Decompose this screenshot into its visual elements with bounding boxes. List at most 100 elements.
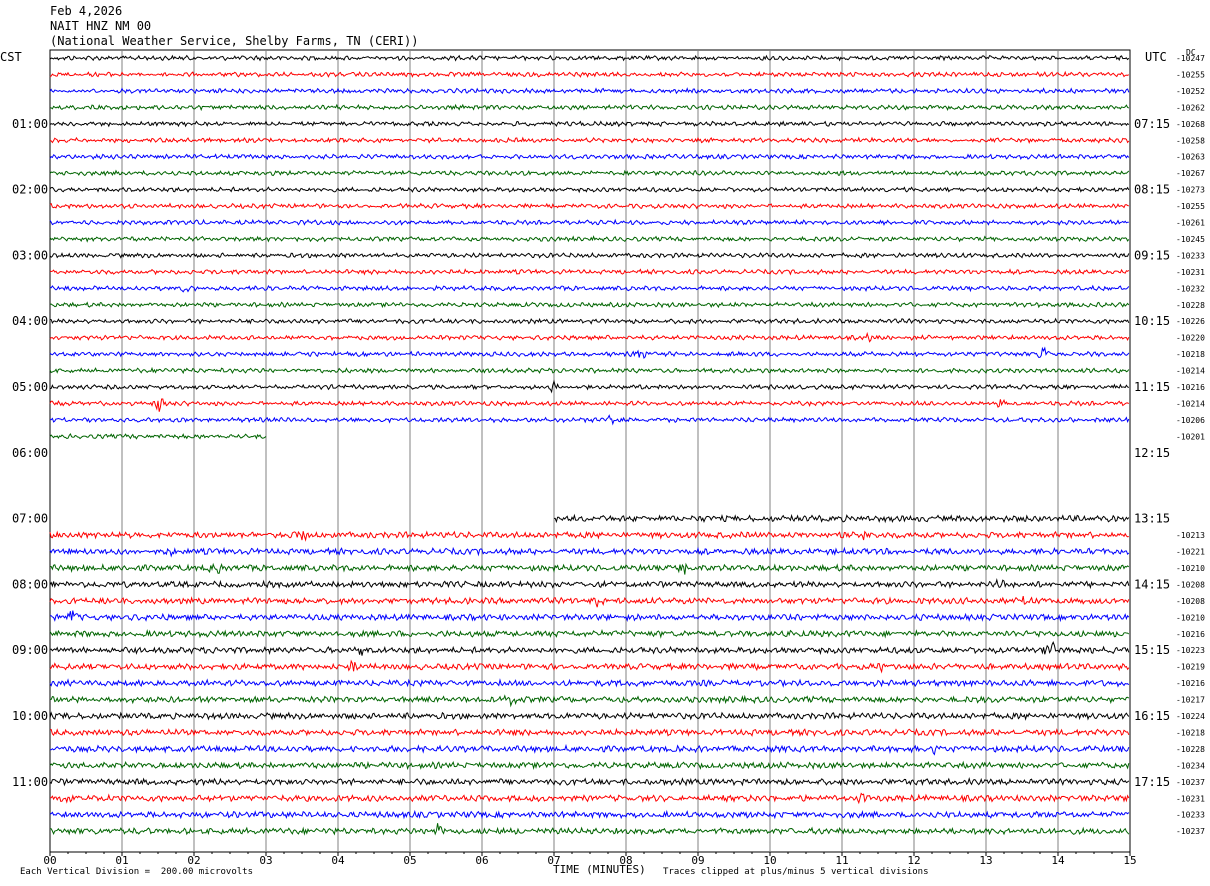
trace-row-2 — [49, 87, 1130, 95]
clip-note: Traces clipped at plus/minus 5 vertical … — [663, 867, 929, 877]
trace-row-1 — [49, 70, 1130, 78]
dc-offset-label: -10233 — [1176, 251, 1205, 260]
scale-note: Each Vertical Division = 200.00 microvol… — [20, 867, 253, 877]
trace-row-46 — [49, 809, 1130, 820]
dc-offset-label: -10210 — [1176, 564, 1205, 573]
trace-row-39 — [49, 694, 1130, 708]
dc-offset-label: -10231 — [1176, 268, 1205, 277]
left-hour-label: 03:00 — [12, 248, 48, 262]
right-hour-label: 13:15 — [1134, 512, 1170, 526]
right-hour-label: 10:15 — [1134, 314, 1170, 328]
dc-offset-label: -10213 — [1176, 531, 1205, 540]
trace-row-31 — [50, 562, 1130, 575]
dc-offset-label: -10217 — [1176, 696, 1205, 705]
left-hour-label: 01:00 — [12, 117, 48, 131]
right-hour-label: 14:15 — [1134, 577, 1170, 591]
trace-row-32 — [49, 577, 1130, 590]
dc-offset-label: -10263 — [1176, 153, 1205, 162]
dc-offset-label: -10210 — [1176, 613, 1205, 622]
trace-row-29 — [49, 530, 1129, 542]
x-tick-label: 08 — [619, 854, 632, 867]
left-hour-label: 05:00 — [12, 380, 48, 394]
right-hour-label: 09:15 — [1134, 248, 1170, 262]
trace-row-40 — [49, 711, 1130, 721]
x-axis-title: TIME (MINUTES) — [553, 863, 646, 876]
trace-row-22 — [49, 414, 1130, 426]
trace-row-14 — [49, 284, 1130, 293]
dc-offset-label: -10228 — [1176, 745, 1205, 754]
x-tick-label: 06 — [475, 854, 488, 867]
x-tick-label: 10 — [763, 854, 776, 867]
x-tick-label: 05 — [403, 854, 416, 867]
trace-row-33 — [49, 595, 1130, 608]
dc-offset-label: -10208 — [1176, 580, 1205, 589]
dc-offset-label: -10262 — [1176, 103, 1205, 112]
trace-row-18 — [49, 346, 1130, 359]
x-tick-label: 09 — [691, 854, 704, 867]
dc-offset-label: -10255 — [1176, 70, 1205, 79]
left-hour-label: 04:00 — [12, 314, 48, 328]
dc-offset-label: -10216 — [1176, 679, 1205, 688]
dc-offset-label: -10233 — [1176, 811, 1205, 820]
dc-offset-label: -10234 — [1176, 761, 1205, 770]
dc-offset-label: -10219 — [1176, 663, 1205, 672]
x-tick-label: 01 — [115, 854, 128, 867]
trace-row-16 — [49, 317, 1130, 325]
x-tick-label: 11 — [835, 854, 848, 867]
trace-row-42 — [50, 743, 1130, 756]
trace-row-8 — [49, 186, 1130, 194]
dc-offset-label: -10216 — [1176, 383, 1205, 392]
x-tick-label: 15 — [1123, 854, 1136, 867]
trace-row-35 — [49, 628, 1130, 639]
right-hour-label: 15:15 — [1134, 643, 1170, 657]
x-tick-label: 07 — [547, 854, 560, 867]
right-hour-label: 07:15 — [1134, 117, 1170, 131]
trace-row-23 — [49, 433, 267, 440]
dc-offset-label: -10245 — [1176, 235, 1205, 244]
trace-row-12 — [49, 251, 1130, 259]
dc-offset-label: -10232 — [1176, 284, 1205, 293]
dc-offset-label: -10206 — [1176, 416, 1205, 425]
dc-offset-label: -10224 — [1176, 712, 1205, 721]
trace-row-11 — [49, 235, 1130, 243]
x-tick-label: 00 — [43, 854, 56, 867]
trace-row-15 — [49, 301, 1130, 309]
trace-row-0 — [49, 54, 1130, 62]
trace-row-4 — [49, 120, 1130, 128]
dc-offset-label: -10223 — [1176, 646, 1205, 655]
right-hour-label: 11:15 — [1134, 380, 1170, 394]
dc-offset-label: -10228 — [1176, 301, 1205, 310]
trace-row-45 — [49, 792, 1130, 805]
x-tick-label: 12 — [907, 854, 920, 867]
trace-row-20 — [49, 379, 1129, 394]
trace-row-47 — [50, 823, 1130, 836]
right-hour-label: 16:15 — [1134, 709, 1170, 723]
trace-row-17 — [49, 331, 1130, 343]
trace-row-37 — [49, 659, 1130, 674]
left-hour-label: 06:00 — [12, 446, 48, 460]
station-label: NAIT HNZ NM 00 — [50, 19, 152, 33]
left-hour-label: 10:00 — [12, 709, 48, 723]
dc-offset-label: -10201 — [1176, 432, 1205, 441]
dc-offset-label: -10218 — [1176, 728, 1205, 737]
dc-offset-label: -10247 — [1176, 54, 1205, 63]
left-timezone-label: CST — [0, 50, 22, 64]
trace-row-41 — [49, 727, 1130, 738]
trace-row-36 — [49, 641, 1130, 656]
dc-offset-label: -10208 — [1176, 597, 1205, 606]
trace-row-34 — [50, 610, 1130, 623]
dc-offset-label: -10231 — [1176, 794, 1205, 803]
dc-offset-label: -10267 — [1176, 169, 1205, 178]
trace-row-5 — [49, 136, 1130, 145]
date-label: Feb 4,2026 — [50, 4, 123, 18]
left-hour-label: 11:00 — [12, 775, 48, 789]
trace-row-28 — [554, 513, 1130, 524]
dc-offset-label: -10258 — [1176, 136, 1205, 145]
x-tick-label: 13 — [979, 854, 992, 867]
x-tick-label: 02 — [187, 854, 200, 867]
dc-offset-label: -10255 — [1176, 202, 1205, 211]
left-hour-label: 09:00 — [12, 643, 48, 657]
left-hour-label: 08:00 — [12, 577, 48, 591]
trace-row-30 — [49, 546, 1130, 558]
